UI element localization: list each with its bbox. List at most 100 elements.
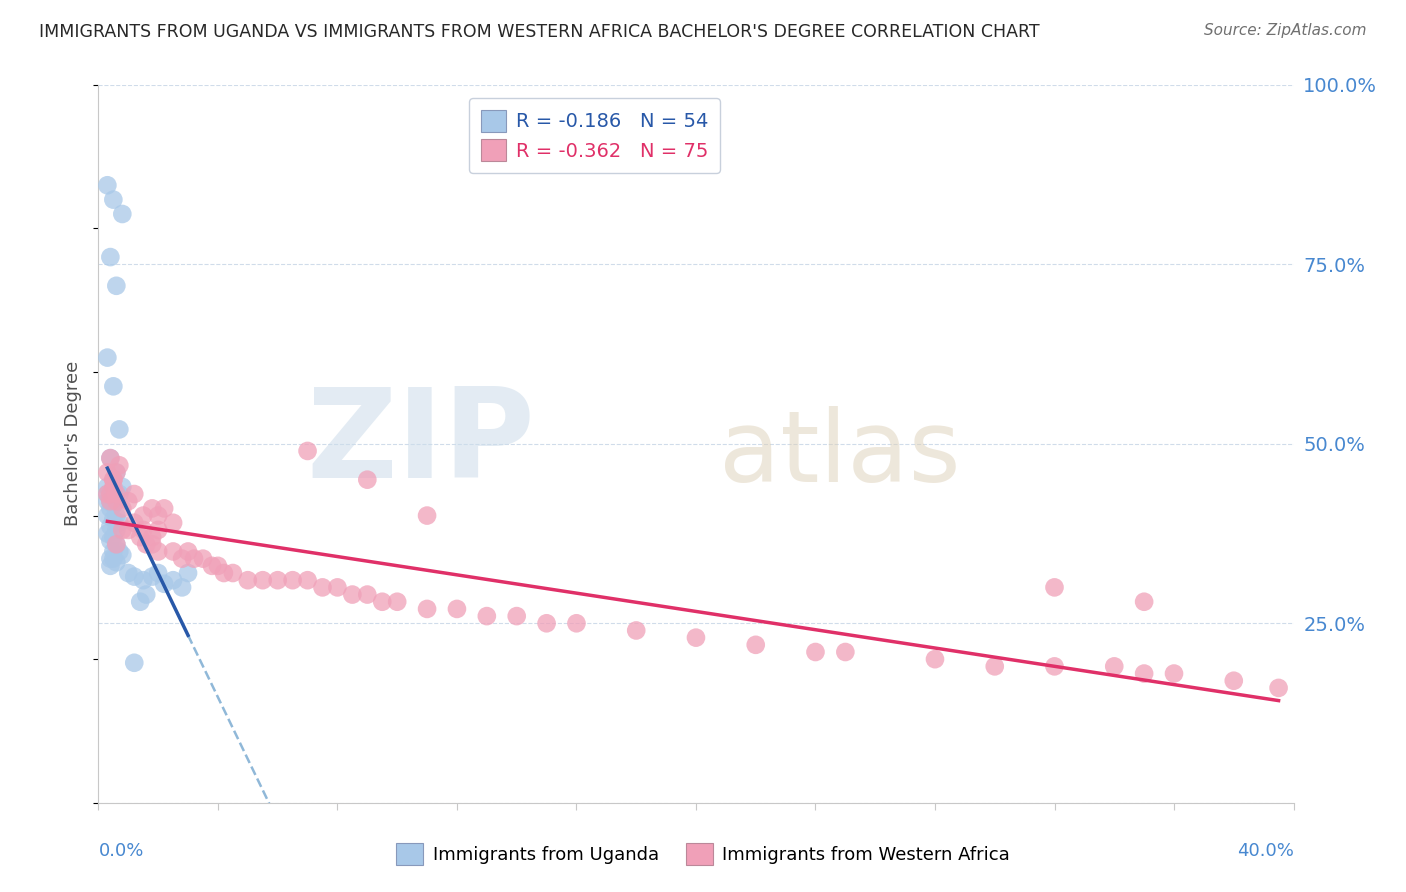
Point — [536, 616, 558, 631]
Point — [103, 487, 125, 501]
Point — [297, 444, 319, 458]
Point — [141, 501, 163, 516]
Point — [117, 523, 139, 537]
Point — [1043, 581, 1066, 595]
Text: Source: ZipAtlas.com: Source: ZipAtlas.com — [1204, 23, 1367, 38]
Point — [96, 487, 118, 501]
Point — [103, 512, 125, 526]
Point — [416, 602, 439, 616]
Point — [105, 508, 128, 523]
Point — [103, 544, 125, 558]
Point — [1267, 681, 1289, 695]
Y-axis label: Bachelor's Degree: Bachelor's Degree — [65, 361, 83, 526]
Point — [105, 278, 128, 293]
Point — [98, 451, 122, 466]
Point — [132, 508, 155, 523]
Point — [108, 516, 131, 530]
Point — [98, 494, 122, 508]
Point — [267, 573, 290, 587]
Point — [141, 569, 163, 583]
Point — [207, 558, 229, 573]
Point — [342, 588, 364, 602]
Point — [356, 588, 378, 602]
Point — [148, 544, 170, 558]
Point — [162, 516, 184, 530]
Legend: Immigrants from Uganda, Immigrants from Western Africa: Immigrants from Uganda, Immigrants from … — [389, 836, 1017, 872]
Point — [416, 508, 439, 523]
Point — [111, 207, 134, 221]
Point — [103, 498, 125, 512]
Point — [117, 566, 139, 580]
Point — [96, 178, 118, 193]
Point — [475, 609, 498, 624]
Point — [132, 573, 155, 587]
Point — [385, 595, 409, 609]
Point — [153, 576, 176, 591]
Point — [745, 638, 768, 652]
Point — [1223, 673, 1246, 688]
Point — [105, 537, 128, 551]
Legend: R = -0.186   N = 54, R = -0.362   N = 75: R = -0.186 N = 54, R = -0.362 N = 75 — [470, 98, 720, 173]
Point — [984, 659, 1007, 673]
Point — [111, 548, 134, 562]
Point — [105, 523, 128, 537]
Point — [1104, 659, 1126, 673]
Point — [108, 544, 131, 558]
Point — [148, 508, 170, 523]
Point — [804, 645, 827, 659]
Point — [98, 491, 122, 505]
Point — [105, 555, 128, 569]
Point — [506, 609, 529, 624]
Point — [1133, 666, 1156, 681]
Point — [135, 537, 157, 551]
Point — [103, 483, 125, 498]
Point — [108, 422, 131, 436]
Point — [105, 487, 128, 501]
Point — [98, 519, 122, 533]
Point — [98, 494, 122, 508]
Point — [98, 250, 122, 264]
Point — [96, 508, 118, 523]
Point — [311, 581, 333, 595]
Point — [371, 595, 394, 609]
Point — [98, 551, 122, 566]
Point — [135, 588, 157, 602]
Point — [103, 379, 125, 393]
Point — [446, 602, 468, 616]
Point — [153, 501, 176, 516]
Point — [103, 473, 125, 487]
Point — [124, 487, 146, 501]
Text: 0.0%: 0.0% — [98, 842, 143, 860]
Point — [111, 480, 134, 494]
Point — [98, 451, 122, 466]
Point — [124, 516, 146, 530]
Point — [96, 487, 118, 501]
Point — [103, 473, 125, 487]
Text: IMMIGRANTS FROM UGANDA VS IMMIGRANTS FROM WESTERN AFRICA BACHELOR'S DEGREE CORRE: IMMIGRANTS FROM UGANDA VS IMMIGRANTS FRO… — [39, 23, 1040, 41]
Point — [172, 551, 194, 566]
Point — [177, 566, 200, 580]
Point — [98, 533, 122, 548]
Point — [108, 487, 131, 501]
Point — [96, 480, 118, 494]
Point — [105, 466, 128, 480]
Point — [626, 624, 648, 638]
Point — [98, 558, 122, 573]
Point — [565, 616, 588, 631]
Point — [172, 581, 194, 595]
Point — [129, 530, 152, 544]
Point — [1163, 666, 1185, 681]
Text: ZIP: ZIP — [307, 384, 534, 504]
Point — [177, 544, 200, 558]
Point — [96, 494, 118, 508]
Point — [105, 494, 128, 508]
Point — [132, 523, 155, 537]
Text: 40.0%: 40.0% — [1237, 842, 1294, 860]
Point — [297, 573, 319, 587]
Point — [1043, 659, 1066, 673]
Point — [124, 569, 146, 583]
Point — [124, 656, 146, 670]
Point — [191, 551, 214, 566]
Point — [117, 494, 139, 508]
Point — [356, 473, 378, 487]
